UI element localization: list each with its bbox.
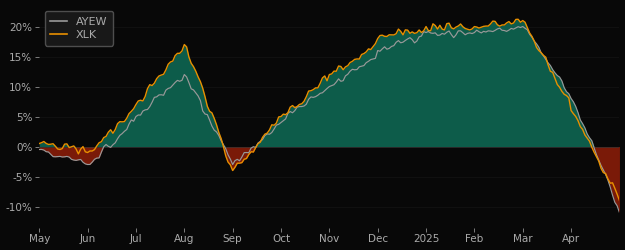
Legend: AYEW, XLK: AYEW, XLK: [45, 11, 113, 46]
